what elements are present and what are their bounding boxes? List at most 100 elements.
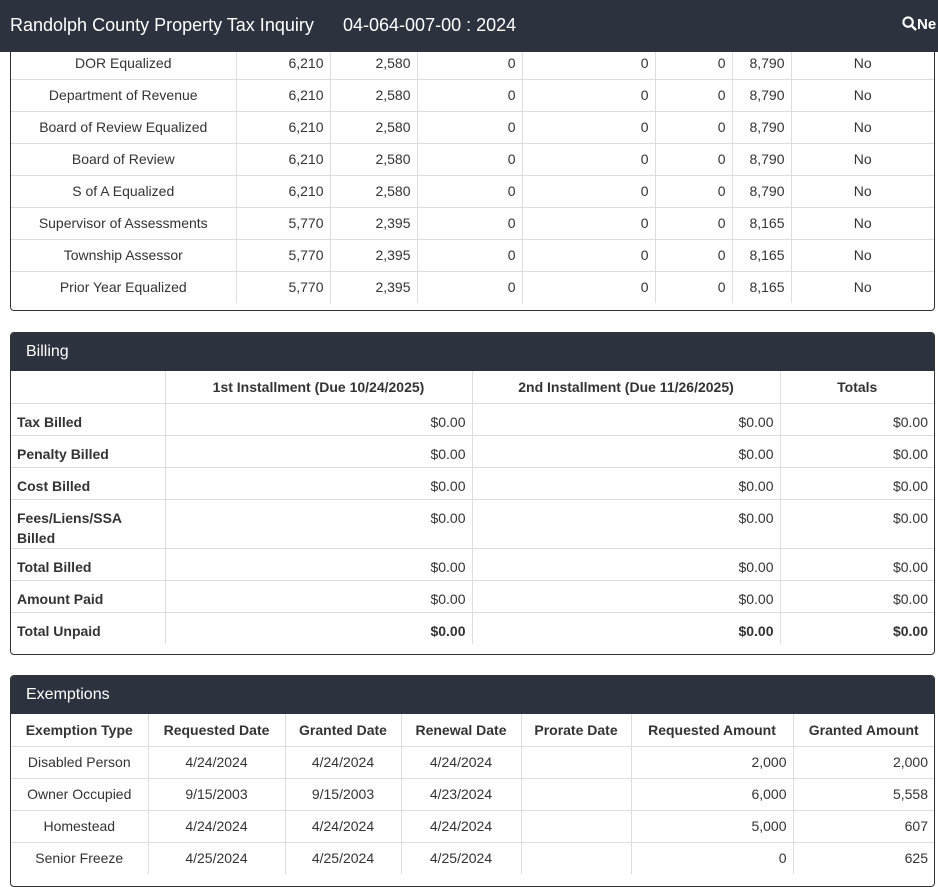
table-cell: 4/24/2024 xyxy=(400,745,522,779)
header-cell: Granted Amount xyxy=(792,714,934,747)
table-cell: 6,210 xyxy=(235,174,331,208)
table-cell: $0.00 xyxy=(779,402,934,436)
table-cell: Department of Revenue xyxy=(11,78,237,112)
table-cell: 8,165 xyxy=(731,206,792,240)
table-cell: S of A Equalized xyxy=(11,174,237,208)
table-cell xyxy=(520,809,632,843)
table-cell: 0 xyxy=(654,78,733,112)
row-label: Total Unpaid xyxy=(11,611,166,644)
table-cell: 8,790 xyxy=(731,78,792,112)
table-cell: 2,580 xyxy=(329,174,418,208)
table-cell: $0.00 xyxy=(779,611,934,644)
table-cell: 6,210 xyxy=(235,142,331,176)
table-cell: Board of Review Equalized xyxy=(11,110,237,144)
table-cell: No xyxy=(790,174,934,208)
table-cell: 2,395 xyxy=(329,238,418,272)
table-cell: $0.00 xyxy=(471,579,781,613)
table-cell: 8,790 xyxy=(731,110,792,144)
table-cell: 4/24/2024 xyxy=(284,809,402,843)
table-cell: No xyxy=(790,142,934,176)
table-cell: $0.00 xyxy=(779,579,934,613)
table-cell: No xyxy=(790,47,934,80)
table-cell: 0 xyxy=(416,206,523,240)
table-cell: 4/25/2024 xyxy=(400,841,522,874)
table-cell: No xyxy=(790,110,934,144)
table-row: Amount Paid $0.00 $0.00 $0.00 xyxy=(11,579,934,613)
table-cell: No xyxy=(790,78,934,112)
billing-table: 1st Installment (Due 10/24/2025) 2nd Inst… xyxy=(11,371,934,644)
table-cell: 0 xyxy=(521,110,656,144)
table-row: Board of Review Equalized 6,210 2,580 0 0 0 8,… xyxy=(11,110,934,144)
header-cell: Prorate Date xyxy=(520,714,632,747)
table-row: Senior Freeze 4/25/2024 4/25/2024 4/25/2024… xyxy=(11,841,934,874)
header-bar: Randolph County Property Tax Inquiry 04-… xyxy=(0,0,938,52)
table-cell: 0 xyxy=(654,206,733,240)
table-cell: $0.00 xyxy=(779,466,934,500)
table-cell: DOR Equalized xyxy=(11,47,237,80)
table-cell: 0 xyxy=(521,142,656,176)
header-cell xyxy=(11,371,166,404)
table-cell: 8,790 xyxy=(731,142,792,176)
table-cell: 0 xyxy=(521,270,656,303)
table-cell xyxy=(520,841,632,874)
table-cell: 4/24/2024 xyxy=(400,809,522,843)
table-cell: 6,210 xyxy=(235,47,331,80)
table-row: S of A Equalized 6,210 2,580 0 0 0 8,790 No xyxy=(11,174,934,208)
table-cell: 8,165 xyxy=(731,270,792,303)
table-cell: $0.00 xyxy=(471,498,781,549)
table-cell: 0 xyxy=(654,142,733,176)
table-cell: 0 xyxy=(654,47,733,80)
table-cell: 8,790 xyxy=(731,174,792,208)
table-cell: Prior Year Equalized xyxy=(11,270,237,303)
search-link[interactable]: Ne xyxy=(902,16,936,33)
table-row: Owner Occupied 9/15/2003 9/15/2003 4/23/202… xyxy=(11,777,934,811)
table-cell: 5,770 xyxy=(235,238,331,272)
table-row: Department of Revenue 6,210 2,580 0 0 0 8,790 N… xyxy=(11,78,934,112)
table-cell: $0.00 xyxy=(471,466,781,500)
table-cell: 4/25/2024 xyxy=(284,841,402,874)
table-cell: 625 xyxy=(792,841,934,874)
table-cell: 8,790 xyxy=(731,47,792,80)
row-label: Tax Billed xyxy=(11,402,166,436)
table-cell: 0 xyxy=(521,238,656,272)
table-cell: 4/23/2024 xyxy=(400,777,522,811)
exemptions-panel: Exemptions Exemption Type Requested Date G… xyxy=(10,675,935,887)
table-cell: 0 xyxy=(416,174,523,208)
table-cell: $0.00 xyxy=(164,547,473,581)
row-label: Total Billed xyxy=(11,547,166,581)
table-cell: 2,580 xyxy=(329,78,418,112)
table-cell: $0.00 xyxy=(164,611,473,644)
table-cell: $0.00 xyxy=(471,434,781,468)
table-cell: $0.00 xyxy=(471,547,781,581)
table-cell: Homestead xyxy=(11,809,149,843)
table-cell: 0 xyxy=(416,238,523,272)
table-row: Homestead 4/24/2024 4/24/2024 4/24/2024 5,00… xyxy=(11,809,934,843)
table-cell: Board of Review xyxy=(11,142,237,176)
table-cell: $0.00 xyxy=(779,498,934,549)
table-cell: $0.00 xyxy=(164,402,473,436)
table-cell xyxy=(520,745,632,779)
parcel-id: 04-064-007-00 : 2024 xyxy=(343,15,517,35)
header-cell: Granted Date xyxy=(284,714,402,747)
table-cell: 2,000 xyxy=(792,745,934,779)
table-cell: 0 xyxy=(416,142,523,176)
header-cell: Exemption Type xyxy=(11,714,149,747)
table-cell: 9/15/2003 xyxy=(147,777,286,811)
table-row: Supervisor of Assessments 5,770 2,395 0 0 0 8,… xyxy=(11,206,934,240)
table-row: Tax Billed $0.00 $0.00 $0.00 xyxy=(11,402,934,436)
table-cell: 0 xyxy=(654,238,733,272)
table-cell: 4/25/2024 xyxy=(147,841,286,874)
table-cell: 2,580 xyxy=(329,110,418,144)
header-cell: Requested Amount xyxy=(630,714,794,747)
table-cell: 4/24/2024 xyxy=(147,809,286,843)
exemptions-table: Exemption Type Requested Date Granted Date… xyxy=(11,714,934,874)
row-label: Cost Billed xyxy=(11,466,166,500)
table-row: Total Billed $0.00 $0.00 $0.00 xyxy=(11,547,934,581)
table-cell: $0.00 xyxy=(164,466,473,500)
header-cell: Renewal Date xyxy=(400,714,522,747)
table-cell: Senior Freeze xyxy=(11,841,149,874)
header-row: Exemption Type Requested Date Granted Date… xyxy=(11,714,934,747)
table-cell: 2,580 xyxy=(329,142,418,176)
search-text: Ne xyxy=(917,16,937,33)
table-cell: Disabled Person xyxy=(11,745,149,779)
